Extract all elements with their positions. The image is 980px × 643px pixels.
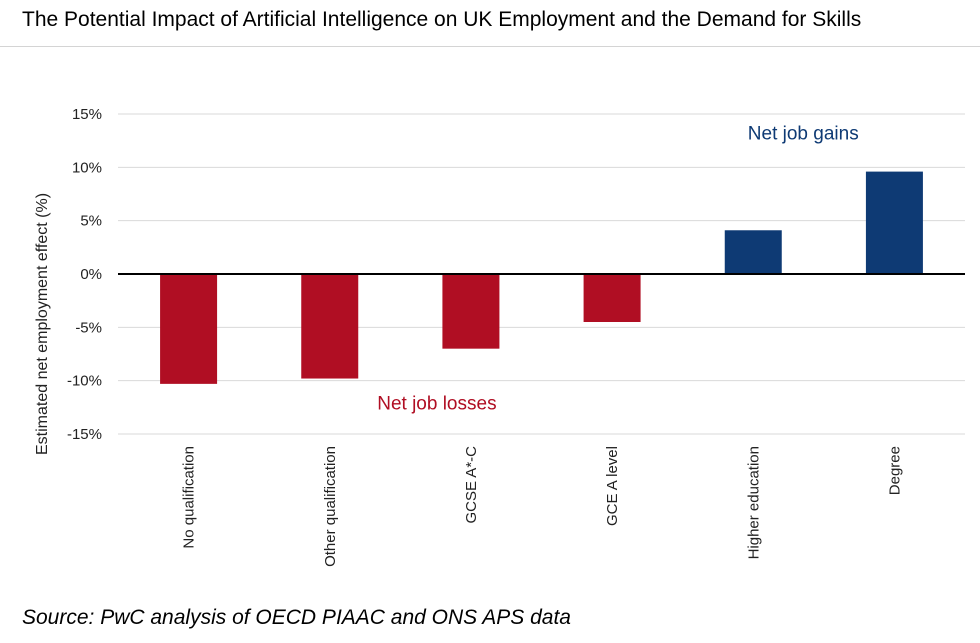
x-tick-label: GCSE A*-C <box>463 446 480 524</box>
bar <box>442 274 500 349</box>
y-tick-label: 0% <box>80 266 102 283</box>
annotation-net-job-losses: Net job losses <box>377 393 496 414</box>
y-tick-label: 5% <box>80 213 102 230</box>
y-tick-label: -15% <box>67 426 102 443</box>
annotation-net-job-gains: Net job gains <box>748 124 859 145</box>
bar <box>724 230 782 274</box>
chart-title: The Potential Impact of Artificial Intel… <box>22 8 862 31</box>
bar <box>583 274 641 322</box>
y-tick-label: -5% <box>75 319 102 336</box>
y-tick-label: 10% <box>72 159 102 176</box>
x-tick-label: Other qualification <box>322 446 339 567</box>
x-tick-label: GCE A level <box>604 446 621 526</box>
bar <box>301 274 359 379</box>
x-tick-label: No qualification <box>181 446 198 549</box>
x-tick-label: Degree <box>886 446 903 495</box>
y-tick-label: -10% <box>67 373 102 390</box>
title-divider <box>0 46 980 47</box>
x-tick-label: Higher education <box>745 446 762 559</box>
bar <box>160 274 218 384</box>
y-tick-label: 15% <box>72 106 102 123</box>
source-note: Source: PwC analysis of OECD PIAAC and O… <box>22 606 571 629</box>
bar <box>865 171 923 274</box>
y-axis-title: Estimated net employment effect (%) <box>34 193 51 455</box>
